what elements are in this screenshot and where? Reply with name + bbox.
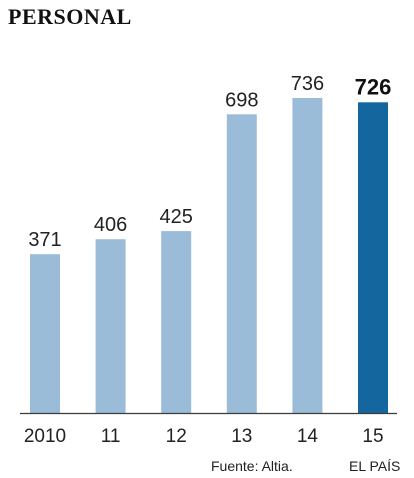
tick-label-13: 13 bbox=[231, 426, 252, 447]
value-labels-group: 371 406 425 698 736 726 bbox=[28, 73, 391, 251]
value-label-11: 406 bbox=[94, 214, 127, 236]
tick-label-2010: 2010 bbox=[24, 426, 66, 447]
bar-14 bbox=[292, 98, 323, 413]
tick-labels-group: 2010 11 12 13 14 15 bbox=[24, 426, 384, 447]
bar-11 bbox=[95, 239, 126, 413]
value-label-14: 736 bbox=[291, 73, 324, 95]
value-label-13: 698 bbox=[225, 89, 258, 111]
tick-label-14: 14 bbox=[297, 426, 319, 447]
tick-label-15: 15 bbox=[362, 426, 383, 447]
bar-15 bbox=[358, 102, 388, 414]
value-label-15: 726 bbox=[355, 74, 392, 99]
source-note: Fuente: Altia. bbox=[211, 458, 293, 474]
publisher-credit: EL PAÍS bbox=[349, 458, 401, 474]
bars-group bbox=[30, 98, 388, 414]
bar-12 bbox=[161, 231, 192, 413]
chart-title: PERSONAL bbox=[8, 4, 132, 29]
value-label-2010: 371 bbox=[28, 229, 61, 251]
bar-13 bbox=[226, 114, 257, 414]
value-label-12: 425 bbox=[160, 206, 193, 228]
tick-label-11: 11 bbox=[101, 426, 121, 447]
tick-label-12: 12 bbox=[166, 426, 187, 447]
bar-2010 bbox=[30, 254, 60, 413]
